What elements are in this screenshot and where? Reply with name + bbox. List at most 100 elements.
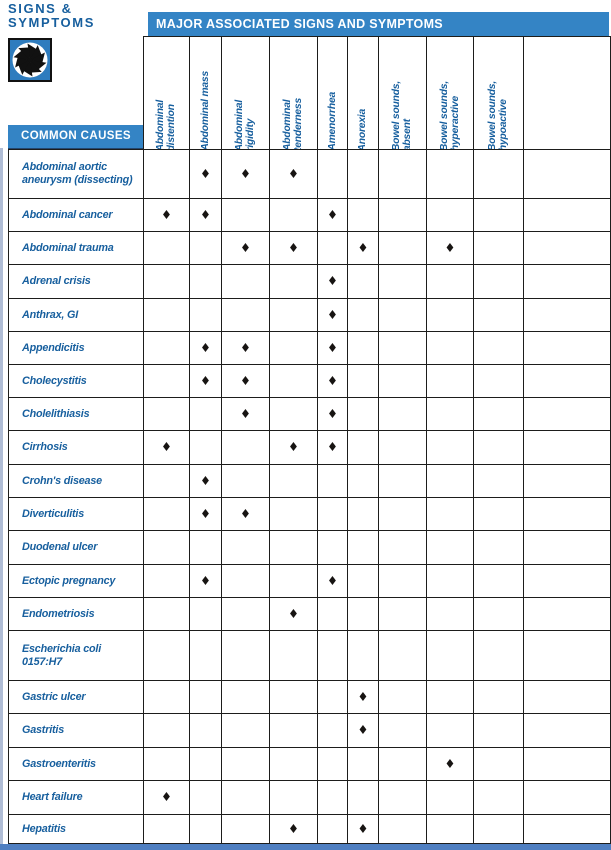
- symptom-cell: [474, 631, 524, 681]
- symptom-cell: [222, 531, 270, 565]
- column-header-anorexia: Anorexia: [348, 37, 379, 151]
- symptom-cell: [524, 332, 610, 365]
- diamond-marker: ◆: [329, 274, 336, 288]
- page-title: SIGNS & SYMPTOMS: [8, 2, 95, 30]
- symptom-cell: [474, 681, 524, 714]
- column-header-abdominal-distention: Abdominal distention: [144, 37, 190, 151]
- symptom-cell: [270, 531, 318, 565]
- symptom-cell: ◆: [222, 398, 270, 431]
- cause-label: Adrenal crisis: [9, 265, 144, 299]
- symptom-cell: [222, 815, 270, 843]
- symptom-cell: [348, 598, 379, 631]
- symptom-cell: [474, 598, 524, 631]
- symptom-cell: [222, 199, 270, 232]
- symptom-cell: [379, 431, 427, 465]
- symptom-cell: [427, 598, 474, 631]
- symptom-cell: [270, 199, 318, 232]
- symptom-cell: [427, 150, 474, 199]
- column-header-bowel-sounds-hypoactive: Bowel sounds, hypoactive: [474, 37, 524, 151]
- symptom-cell: [348, 199, 379, 232]
- symptom-cell: [427, 299, 474, 332]
- symptom-column-headers: Abdominal distention Abdominal mass Abdomi…: [143, 36, 611, 151]
- symptom-cell: [427, 398, 474, 431]
- symptom-cell: [270, 714, 318, 748]
- symptom-cell: [379, 232, 427, 265]
- symptom-cell: ◆: [318, 565, 348, 598]
- major-signs-symptoms-header: MAJOR ASSOCIATED SIGNS AND SYMPTOMS: [148, 12, 609, 36]
- symptom-cell: [474, 232, 524, 265]
- symptom-cell: [474, 531, 524, 565]
- symptom-cell: [348, 299, 379, 332]
- symptom-cell: [427, 781, 474, 815]
- symptom-cell: [524, 531, 610, 565]
- symptom-cell: [524, 398, 610, 431]
- diamond-marker: ◆: [329, 440, 336, 454]
- symptom-cell: ◆: [190, 332, 222, 365]
- symptom-cell: [427, 365, 474, 398]
- symptom-cell: [427, 815, 474, 843]
- symptom-cell: [144, 815, 190, 843]
- symptom-cell: [222, 565, 270, 598]
- symptom-cell: ◆: [318, 431, 348, 465]
- symptom-cell: [318, 598, 348, 631]
- symptom-cell: [190, 265, 222, 299]
- symptom-cell: [474, 398, 524, 431]
- cause-label: Hepatitis: [9, 815, 144, 843]
- symptom-cell: [348, 498, 379, 531]
- symptom-cell: [348, 150, 379, 199]
- cause-row-cirrhosis: Cirrhosis ◆ ◆ ◆: [9, 431, 610, 465]
- symptom-cell: [144, 748, 190, 781]
- symptom-cell: [348, 748, 379, 781]
- cause-label: Escherichia coli 0157:H7: [9, 631, 144, 681]
- symptom-cell: [222, 598, 270, 631]
- symptom-cell: [144, 681, 190, 714]
- symptom-cell: ◆: [427, 748, 474, 781]
- diamond-marker: ◆: [202, 473, 209, 487]
- symptom-cell: [190, 232, 222, 265]
- symptom-cell: [474, 299, 524, 332]
- cause-row-duodenal-ulcer: Duodenal ulcer: [9, 531, 610, 565]
- symptom-cell: [270, 398, 318, 431]
- diamond-marker: ◆: [163, 440, 170, 454]
- diamond-marker: ◆: [242, 373, 249, 387]
- symptom-cell: [222, 299, 270, 332]
- symptom-cell: [190, 748, 222, 781]
- symptom-cell: [379, 781, 427, 815]
- column-header-label: Abdominal rigidity: [234, 99, 256, 151]
- symptom-cell: [379, 631, 427, 681]
- column-header-abdominal-mass: Abdominal mass: [190, 37, 222, 151]
- diamond-marker: ◆: [290, 606, 297, 620]
- symptom-cell: [318, 465, 348, 498]
- symptom-cell: ◆: [318, 332, 348, 365]
- diamond-marker: ◆: [329, 573, 336, 587]
- symptom-cell: [190, 714, 222, 748]
- cause-label: Cirrhosis: [9, 431, 144, 465]
- pinwheel-logo-icon: [8, 38, 52, 82]
- symptom-cell: [144, 150, 190, 199]
- page-edge-strip: [0, 148, 3, 850]
- symptom-cell: [524, 714, 610, 748]
- symptom-cell: ◆: [222, 232, 270, 265]
- symptom-cell: [144, 631, 190, 681]
- symptom-cell: [379, 815, 427, 843]
- column-header-label: Bowel sounds, hyperactive: [438, 80, 461, 151]
- symptom-cell: [270, 748, 318, 781]
- diamond-marker: ◆: [202, 166, 209, 180]
- diamond-marker: ◆: [242, 340, 249, 354]
- symptom-cell: ◆: [144, 431, 190, 465]
- column-header-bowel-sounds-absent: Bowel sounds, absent: [379, 37, 427, 151]
- cause-label: Abdominal trauma: [9, 232, 144, 265]
- symptom-cell: [270, 465, 318, 498]
- cause-label: Ectopic pregnancy: [9, 565, 144, 598]
- diamond-marker: ◆: [290, 821, 297, 835]
- symptom-cell: [348, 531, 379, 565]
- symptom-cell: [474, 365, 524, 398]
- diamond-marker: ◆: [163, 207, 170, 221]
- column-header-bowel-sounds-hyperactive: Bowel sounds, hyperactive: [427, 37, 474, 151]
- symptom-cell: [348, 398, 379, 431]
- cause-row-appendicitis: Appendicitis ◆ ◆ ◆: [9, 332, 610, 365]
- diamond-marker: ◆: [290, 440, 297, 454]
- symptom-cell: [524, 365, 610, 398]
- symptom-cell: [348, 631, 379, 681]
- symptom-cell: [524, 265, 610, 299]
